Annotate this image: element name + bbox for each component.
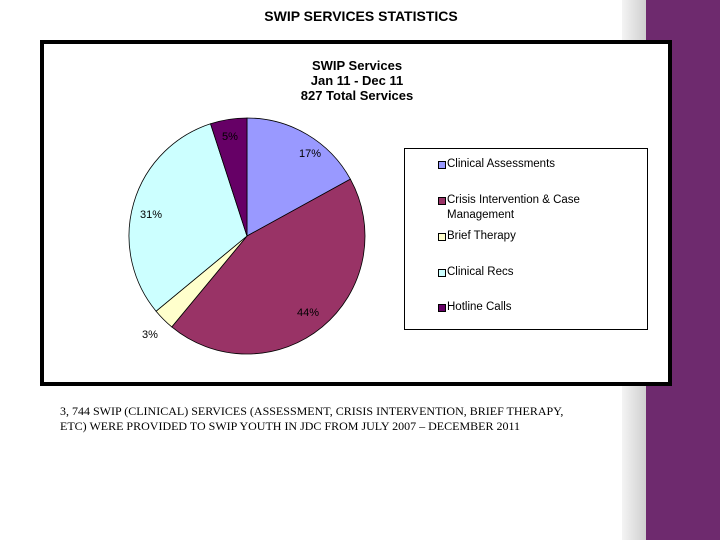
legend-label: Hotline Calls: [447, 301, 512, 313]
legend-item-crisis-intervention: Crisis Intervention & Case Management: [438, 193, 580, 223]
legend-swatch: [438, 304, 446, 312]
legend-item-clinical-recs: Clinical Recs: [438, 265, 514, 280]
legend-item-clinical-assessments: Clinical Assessments: [438, 157, 556, 172]
chart-title: SWIP Services Jan 11 - Dec 11 827 Total …: [297, 58, 417, 103]
legend-label: Clinical Recs: [447, 266, 514, 278]
pie-data-label: 5%: [222, 131, 238, 143]
legend-label: Clinical Assessments: [447, 158, 556, 170]
slide-title: SWIP SERVICES STATISTICS: [264, 8, 458, 24]
pie-data-label: 17%: [299, 148, 321, 160]
chart-legend: Clinical Assessments Crisis Intervention…: [404, 148, 648, 330]
chart-frame: SWIP Services Jan 11 - Dec 11 827 Total …: [40, 40, 672, 386]
pie-data-label: 31%: [140, 209, 162, 221]
pie-slice-clinical-recs: [128, 123, 248, 312]
chart-title-line-2: Jan 11 - Dec 11: [310, 73, 404, 88]
pie-slice-clinical-assessments: [246, 117, 351, 237]
pie-data-label: 44%: [297, 307, 319, 319]
legend-label-line-2: Management: [447, 209, 515, 221]
legend-swatch: [438, 161, 446, 169]
chart-title-line-1: SWIP Services: [311, 58, 403, 73]
legend-swatch: [438, 233, 446, 241]
pie-slice-hotline-calls: [210, 117, 248, 237]
legend-swatch: [438, 269, 446, 277]
slide-caption: 3, 744 SWIP (CLINICAL) SERVICES (ASSESSM…: [60, 404, 564, 433]
pie-slice-crisis-intervention-case-management: [171, 178, 366, 355]
legend-item-hotline-calls: Hotline Calls: [438, 300, 512, 315]
legend-swatch: [438, 197, 446, 205]
pie-data-label: 3%: [142, 329, 158, 341]
pie-chart: 17% 44% 3% 31% 5%: [128, 117, 366, 355]
legend-label: Brief Therapy: [447, 230, 516, 242]
legend-label-line-1: Crisis Intervention & Case: [447, 194, 580, 206]
legend-item-brief-therapy: Brief Therapy: [438, 229, 516, 244]
chart-title-line-3: 827 Total Services: [300, 88, 414, 103]
